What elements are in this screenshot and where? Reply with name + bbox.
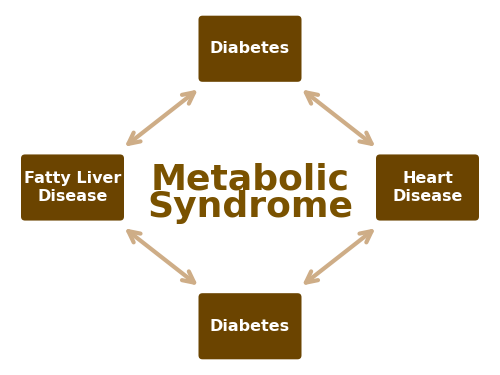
FancyBboxPatch shape	[198, 293, 302, 359]
Text: Heart
Disease: Heart Disease	[392, 171, 462, 204]
Text: Diabetes: Diabetes	[210, 319, 290, 334]
Text: Fatty Liver
Disease: Fatty Liver Disease	[24, 171, 121, 204]
FancyBboxPatch shape	[376, 154, 479, 220]
FancyBboxPatch shape	[21, 154, 124, 220]
Text: Diabetes: Diabetes	[210, 41, 290, 56]
Text: Metabolic: Metabolic	[150, 162, 350, 196]
Text: Syndrome: Syndrome	[147, 190, 353, 225]
FancyBboxPatch shape	[198, 16, 302, 82]
